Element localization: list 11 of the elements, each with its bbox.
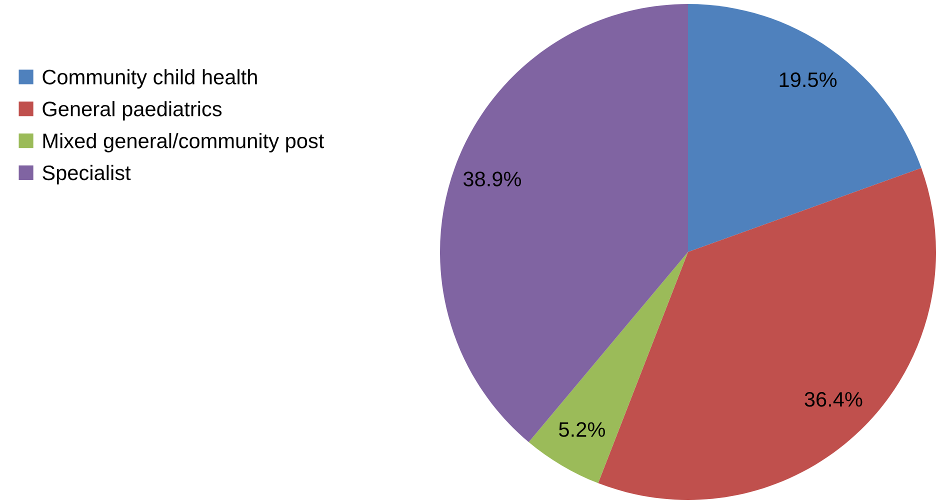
data-label: 36.4%	[804, 392, 862, 407]
legend-label: Mixed general/community post	[43, 132, 324, 152]
legend-label: Community child health	[42, 69, 257, 89]
data-label: 5.2%	[559, 422, 605, 437]
pie-slice	[440, 4, 688, 442]
data-label: 19.5%	[780, 72, 837, 88]
pie-slice	[528, 252, 688, 484]
pie-slice	[688, 4, 922, 252]
legend-label: General paediatrics	[42, 101, 222, 120]
data-label: 38.9%	[463, 172, 522, 186]
legend-label: Specialist	[42, 164, 131, 184]
